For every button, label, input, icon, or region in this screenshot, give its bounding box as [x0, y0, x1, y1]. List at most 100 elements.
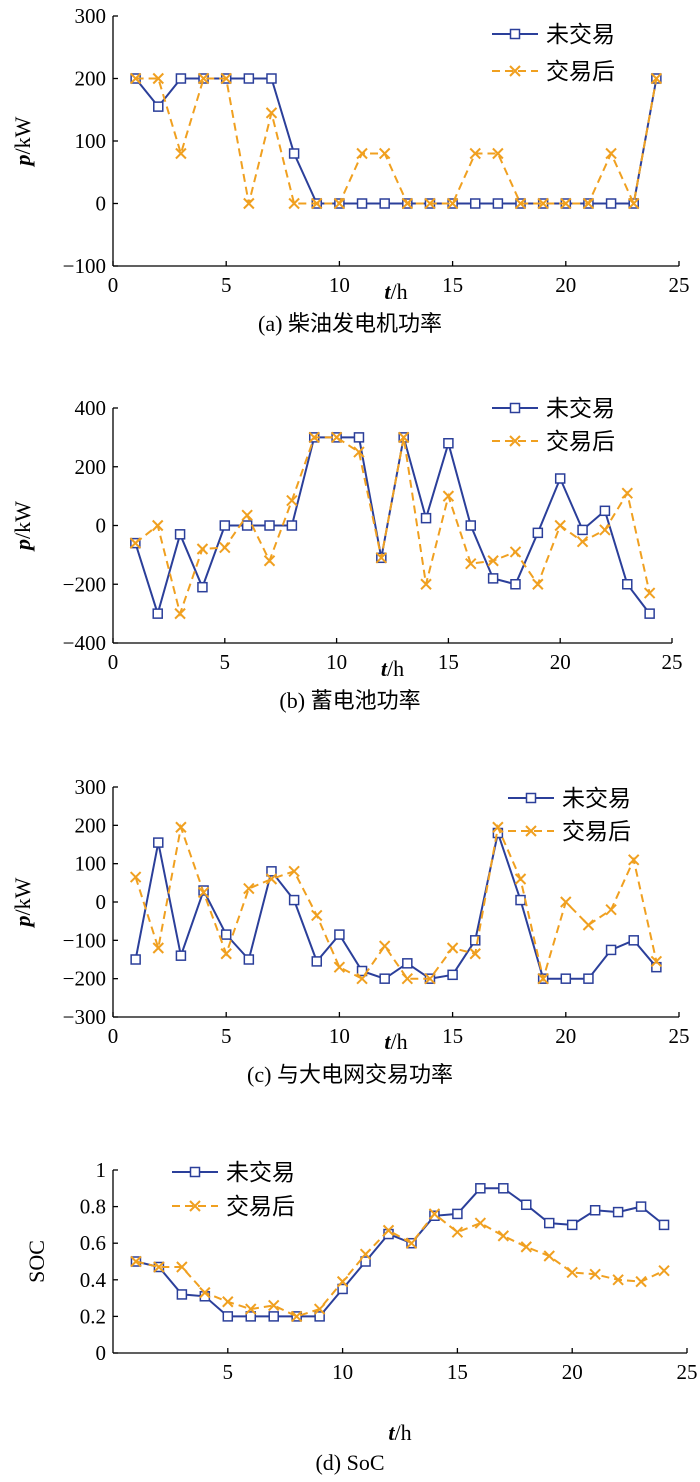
- data-point-stroke-b: [554, 519, 566, 532]
- data-point: [263, 555, 276, 567]
- x-tick-label: 25: [662, 650, 683, 674]
- data-point: [521, 1199, 532, 1211]
- x-tick-label: 0: [108, 273, 119, 297]
- data-point-stroke-b: [492, 147, 504, 160]
- data-point: [356, 972, 368, 985]
- data-point: [514, 873, 527, 885]
- series-line: [134, 436, 651, 618]
- legend-item: 未交易: [492, 22, 615, 47]
- data-point-stroke-b: [197, 72, 210, 85]
- legend-swatch-marker: [189, 1166, 201, 1178]
- data-point: [566, 1219, 578, 1231]
- x-tick-label: 10: [332, 1360, 353, 1384]
- data-point: [379, 198, 390, 209]
- data-point: [311, 197, 323, 210]
- data-point: [359, 1248, 372, 1260]
- legend-label: 交易后: [546, 429, 615, 454]
- data-point: [333, 961, 346, 973]
- data-point-stroke-b: [520, 1241, 532, 1253]
- data-point-stroke-b: [152, 942, 164, 954]
- data-point: [153, 101, 164, 112]
- x-tick-label: 25: [669, 273, 690, 297]
- data-point: [222, 1311, 234, 1322]
- data-point: [537, 972, 549, 985]
- data-point-stroke-b: [265, 107, 278, 119]
- data-point-stroke-b: [465, 557, 477, 570]
- data-point-stroke-b: [196, 543, 209, 555]
- data-point: [582, 197, 595, 210]
- data-point-stroke-b: [288, 197, 300, 210]
- data-point-stroke-b: [442, 490, 455, 502]
- data-point: [487, 573, 499, 584]
- data-point: [241, 509, 253, 521]
- data-point: [337, 1283, 348, 1295]
- data-point: [401, 197, 414, 210]
- data-point-stroke-b: [576, 535, 589, 548]
- data-point: [241, 520, 253, 531]
- data-point: [382, 1224, 395, 1237]
- y-tick-label: 0.4: [80, 1268, 107, 1292]
- legend-swatch-marker-stroke-b: [509, 435, 521, 447]
- data-point-stroke-b: [560, 896, 572, 908]
- data-point: [264, 520, 275, 531]
- data-point: [378, 940, 391, 952]
- data-point: [360, 1256, 371, 1267]
- data-point: [379, 973, 390, 984]
- series-traded: [130, 1208, 670, 1323]
- data-point-stroke-b: [263, 555, 276, 567]
- data-point: [452, 1208, 463, 1220]
- data-point: [447, 969, 458, 981]
- data-point: [197, 72, 210, 85]
- data-point: [197, 886, 210, 899]
- panel-caption: (b) 蓄电池功率: [279, 688, 420, 713]
- x-axis-label-var: t: [384, 1029, 391, 1054]
- data-point: [222, 1296, 234, 1308]
- data-point: [560, 896, 572, 908]
- legend-item: 未交易: [492, 396, 615, 421]
- y-tick-label: −100: [63, 928, 106, 952]
- data-point: [219, 520, 231, 531]
- series-untraded: [130, 1183, 670, 1322]
- data-point-stroke-b: [474, 1217, 487, 1229]
- data-point: [560, 197, 572, 210]
- data-point-stroke-b: [401, 197, 414, 210]
- data-point: [514, 197, 527, 210]
- panel-caption: (c) 与大电网交易功率: [247, 1062, 453, 1087]
- data-point: [333, 197, 346, 210]
- x-axis-label-unit: /h: [387, 656, 404, 681]
- data-point-stroke-b: [153, 1261, 165, 1273]
- data-point-stroke-b: [290, 1310, 303, 1323]
- data-point: [245, 1303, 257, 1315]
- x-tick-label: 15: [442, 1024, 463, 1048]
- data-point: [605, 147, 617, 160]
- data-point: [420, 512, 432, 524]
- data-point: [576, 535, 589, 548]
- data-point: [520, 1241, 532, 1253]
- x-axis-label-unit: /h: [391, 279, 408, 304]
- x-tick-label: 20: [555, 1024, 576, 1048]
- data-point: [515, 894, 526, 906]
- data-point: [176, 1261, 188, 1273]
- x-axis-label: t/h: [384, 1029, 407, 1054]
- legend-label: 交易后: [226, 1194, 295, 1219]
- data-point-stroke-b: [405, 1237, 418, 1249]
- data-point-stroke-b: [566, 1266, 578, 1279]
- data-point: [628, 854, 640, 866]
- data-point: [265, 107, 278, 119]
- data-point: [635, 1275, 647, 1288]
- legend-swatch-marker: [509, 435, 521, 447]
- data-point-stroke-b: [241, 509, 253, 521]
- data-point-stroke-b: [424, 197, 436, 210]
- data-point: [465, 557, 477, 570]
- y-tick-label: −300: [63, 1005, 106, 1029]
- data-point-stroke-b: [635, 1275, 647, 1288]
- data-point: [286, 520, 298, 531]
- data-point: [334, 929, 345, 940]
- data-point: [492, 198, 504, 209]
- data-point-stroke-b: [628, 854, 640, 866]
- data-point: [356, 198, 368, 209]
- data-point-stroke-b: [497, 1230, 510, 1242]
